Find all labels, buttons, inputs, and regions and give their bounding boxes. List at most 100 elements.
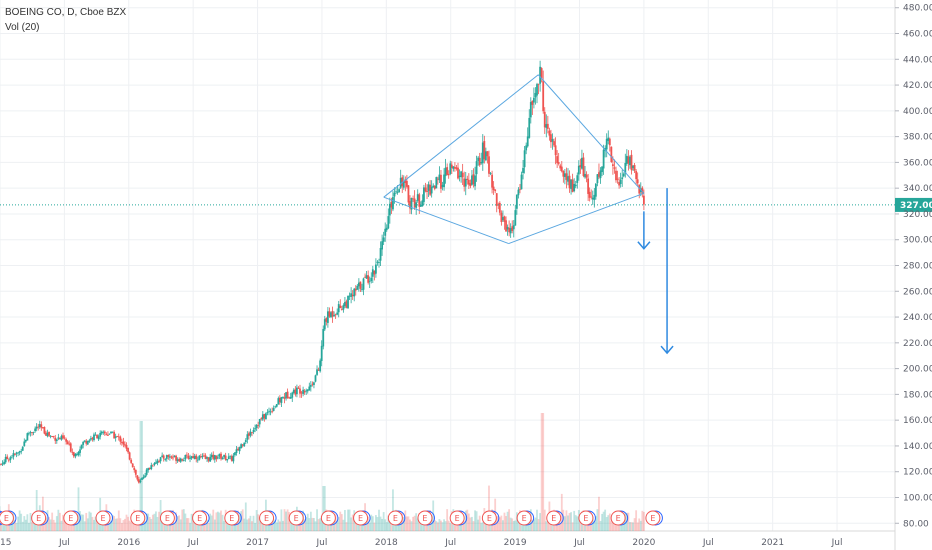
volume-bar (339, 511, 342, 531)
candle-body (117, 436, 120, 438)
volume-bar (179, 519, 182, 531)
candle-body (423, 187, 425, 202)
volume-bar (215, 512, 218, 531)
candle-body (464, 178, 467, 187)
volume-indicator-label[interactable]: Vol (20) (5, 22, 40, 33)
volume-bar (475, 511, 478, 531)
candle-body (528, 117, 531, 138)
volume-bar (271, 522, 274, 531)
candle-body (625, 155, 628, 164)
earnings-marker[interactable]: E (130, 510, 148, 526)
volume-bar (387, 515, 390, 531)
marker-circle (63, 510, 79, 526)
earnings-marker[interactable]: E (320, 510, 339, 526)
marker-label: E (294, 514, 299, 523)
volume-bar (402, 517, 405, 531)
candle-body (455, 167, 458, 169)
volume-bar (540, 413, 543, 531)
earnings-marker[interactable]: E (516, 510, 535, 526)
volume-bar (382, 512, 385, 531)
candle-body (629, 156, 631, 166)
marker-label: E (422, 514, 427, 523)
volume-bar (96, 516, 98, 531)
earnings-marker[interactable]: E (546, 510, 564, 526)
earnings-marker[interactable]: E (31, 510, 49, 526)
projection-arrows[interactable] (637, 188, 674, 355)
earnings-marker[interactable]: E (192, 510, 210, 526)
volume-bar (102, 520, 105, 531)
earnings-markers[interactable]: DEEEEEEEEEEEEEEEEEEEEE (0, 510, 663, 526)
candle-body (384, 228, 387, 236)
volume-bar (542, 413, 545, 531)
candle-body (46, 432, 49, 437)
earnings-marker[interactable]: E (63, 510, 81, 526)
earnings-marker[interactable]: E (95, 510, 114, 526)
volume-bar (192, 514, 195, 531)
volume-bar (303, 519, 306, 531)
candle-body (492, 186, 495, 191)
candle-body (7, 459, 10, 461)
earnings-marker[interactable]: E (0, 510, 17, 526)
earnings-marker[interactable]: E (387, 510, 406, 526)
candle-body (251, 432, 253, 434)
earnings-marker[interactable]: E (578, 510, 596, 526)
volume-bar (144, 521, 147, 531)
candle-body (43, 427, 46, 434)
candle-body (328, 311, 331, 317)
candle-body (533, 97, 535, 103)
candle-body (280, 397, 283, 403)
volume-bar (62, 514, 64, 531)
volume-bar (52, 519, 55, 531)
candle-body (145, 469, 148, 475)
volume-bar (249, 515, 252, 531)
earnings-marker[interactable]: E (449, 510, 468, 526)
volume-bar (63, 518, 66, 531)
earnings-marker[interactable]: E (159, 510, 178, 526)
earnings-marker[interactable]: E (259, 510, 277, 526)
volume-bar (218, 512, 221, 531)
earnings-marker[interactable]: E (610, 510, 629, 526)
candle-body (3, 461, 6, 465)
candle-body (393, 192, 396, 197)
earnings-marker[interactable]: E (288, 510, 307, 526)
volume-bar (344, 510, 346, 531)
candle-body (181, 459, 184, 461)
volume-bar (404, 510, 407, 531)
volume-bar (282, 520, 284, 531)
candle-body (429, 184, 432, 195)
marker-label: E (455, 514, 460, 523)
price-tick-label: 300.00 (903, 236, 932, 246)
candle-body (554, 145, 557, 156)
volume-bar (209, 513, 212, 531)
candle-body (269, 411, 272, 413)
candle-body (0, 463, 2, 465)
candle-body (553, 141, 555, 146)
candle-body (405, 180, 408, 187)
symbol-title[interactable]: BOEING CO, D, Cboe BZX (5, 7, 127, 18)
time-axis[interactable]: 2015 Jul 2016 Jul 2017 Jul 2018 Jul 2019 Jul 2020 J… (0, 538, 842, 548)
earnings-marker[interactable]: E (224, 510, 242, 526)
candle-body (162, 455, 165, 459)
candle-body (409, 201, 411, 209)
volume-bar (612, 519, 614, 531)
volume-bar (320, 515, 323, 531)
diamond-pattern-lines[interactable] (383, 74, 645, 245)
candle-body (151, 465, 154, 467)
earnings-marker[interactable]: E (481, 510, 500, 526)
earnings-marker[interactable]: E (645, 510, 663, 526)
candle-body (244, 440, 247, 443)
volume-bar (277, 519, 280, 531)
candle-body (66, 441, 69, 445)
candle-body (607, 137, 610, 141)
volume-bar (272, 519, 275, 531)
candle-body (385, 227, 388, 231)
volume-bar (15, 522, 18, 531)
marker-label: E (229, 514, 234, 523)
earnings-marker[interactable]: E (353, 510, 371, 526)
candle-body (557, 162, 560, 164)
candle-body (546, 123, 549, 129)
earnings-marker[interactable]: E (417, 510, 435, 526)
candle-body (283, 397, 286, 399)
price-axis[interactable]: 80.00 100.00 120.00 140.00 160.00 180.00 200.0… (895, 4, 932, 530)
